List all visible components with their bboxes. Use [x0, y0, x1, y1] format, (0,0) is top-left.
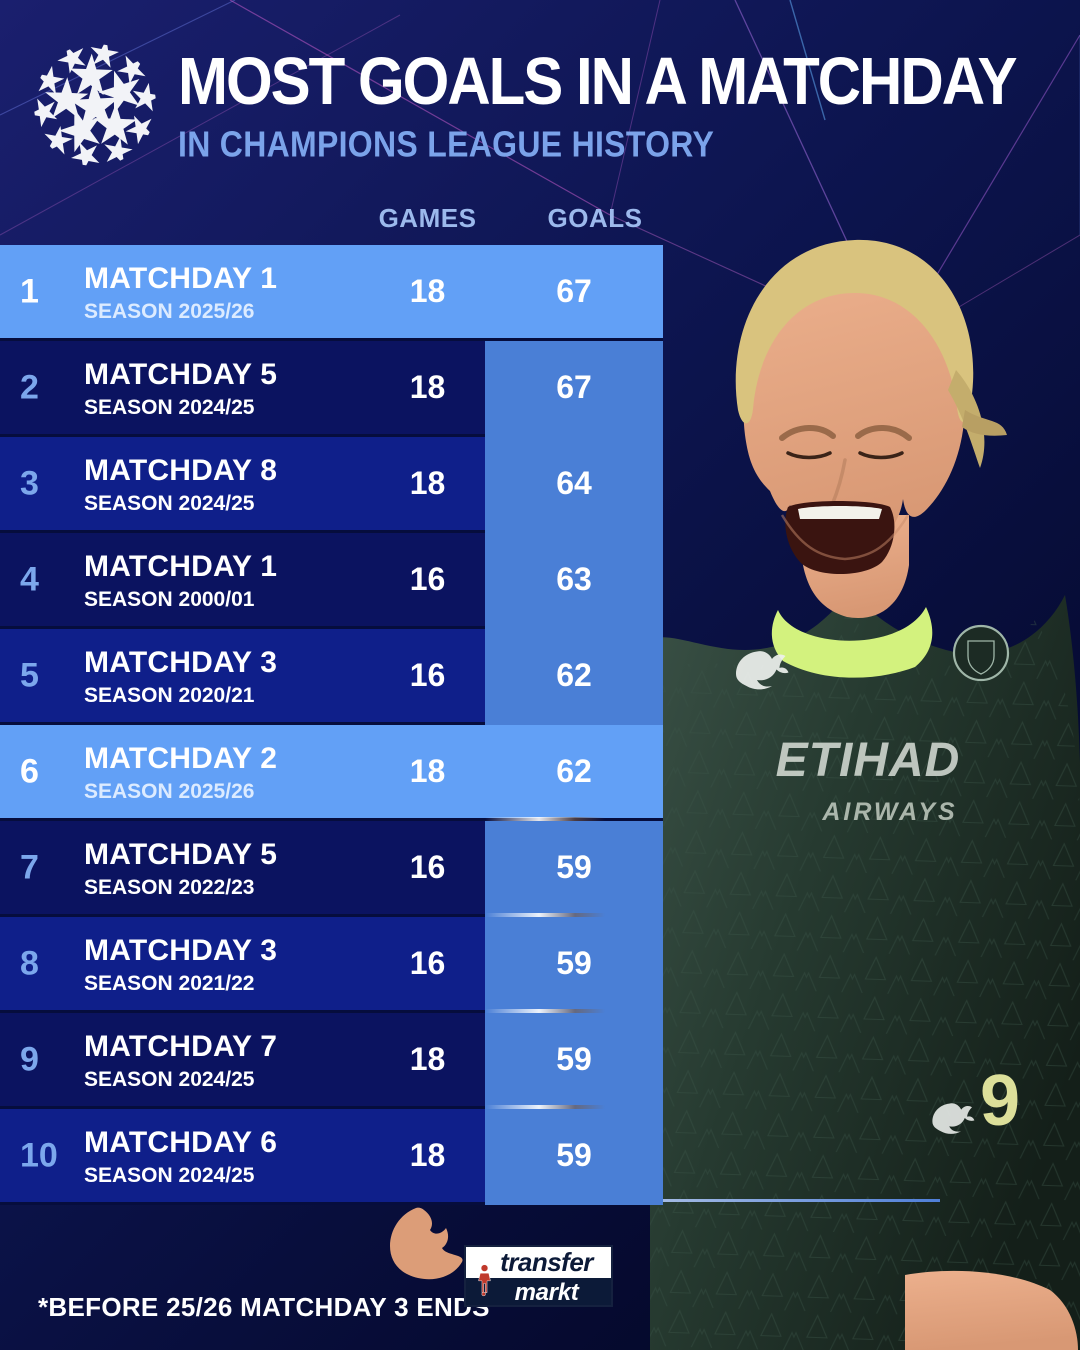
svg-text:ETIHAD: ETIHAD — [776, 734, 961, 787]
svg-text:9: 9 — [980, 1061, 1020, 1141]
svg-text:AIRWAYS: AIRWAYS — [821, 798, 957, 826]
